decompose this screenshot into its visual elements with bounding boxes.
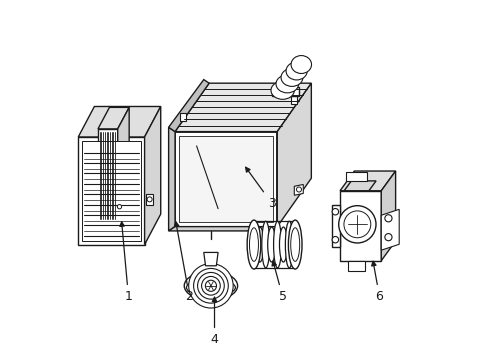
Polygon shape [147, 194, 153, 205]
Ellipse shape [291, 228, 300, 261]
Ellipse shape [247, 220, 261, 269]
Polygon shape [180, 113, 187, 121]
Circle shape [147, 197, 152, 202]
Ellipse shape [291, 227, 299, 262]
Polygon shape [98, 129, 118, 222]
Ellipse shape [291, 55, 312, 73]
Ellipse shape [281, 68, 303, 86]
Polygon shape [344, 181, 376, 191]
Ellipse shape [273, 221, 281, 268]
Polygon shape [175, 83, 311, 132]
Ellipse shape [276, 75, 298, 93]
Circle shape [197, 273, 224, 299]
Polygon shape [98, 107, 129, 129]
Polygon shape [346, 172, 367, 181]
Polygon shape [116, 202, 123, 211]
Polygon shape [78, 137, 145, 244]
Polygon shape [294, 184, 303, 195]
Polygon shape [332, 205, 340, 247]
Ellipse shape [187, 279, 235, 296]
Ellipse shape [289, 220, 302, 269]
Ellipse shape [249, 228, 258, 261]
Polygon shape [291, 96, 297, 104]
Polygon shape [277, 83, 311, 226]
Text: 3: 3 [245, 167, 276, 210]
Ellipse shape [271, 81, 294, 99]
Circle shape [117, 204, 122, 209]
Ellipse shape [286, 62, 307, 80]
Ellipse shape [285, 221, 293, 268]
Circle shape [385, 215, 392, 222]
Polygon shape [381, 171, 395, 261]
Polygon shape [118, 107, 129, 222]
Circle shape [344, 211, 371, 238]
Polygon shape [175, 132, 277, 226]
Circle shape [189, 264, 233, 308]
Polygon shape [272, 87, 299, 96]
Polygon shape [78, 107, 161, 137]
Polygon shape [204, 252, 218, 266]
Ellipse shape [256, 227, 264, 262]
Ellipse shape [250, 221, 258, 268]
Ellipse shape [279, 227, 287, 262]
Polygon shape [348, 261, 365, 271]
Ellipse shape [262, 221, 270, 268]
Circle shape [385, 234, 392, 241]
Ellipse shape [184, 271, 238, 300]
Polygon shape [82, 140, 141, 241]
Polygon shape [145, 107, 161, 244]
Ellipse shape [268, 227, 275, 262]
Polygon shape [169, 127, 175, 231]
Circle shape [332, 237, 339, 243]
Polygon shape [169, 80, 209, 132]
Polygon shape [340, 171, 395, 191]
Text: 4: 4 [211, 297, 219, 346]
Ellipse shape [192, 282, 230, 293]
Circle shape [339, 206, 376, 243]
Polygon shape [340, 191, 381, 261]
Circle shape [205, 280, 217, 291]
Circle shape [201, 276, 220, 295]
Text: 2: 2 [174, 222, 194, 303]
Text: 1: 1 [120, 222, 132, 303]
Polygon shape [381, 209, 399, 250]
Circle shape [296, 187, 301, 192]
Text: 6: 6 [371, 261, 383, 303]
Text: 5: 5 [272, 261, 287, 303]
Circle shape [194, 269, 228, 303]
Circle shape [332, 208, 339, 215]
Polygon shape [179, 136, 273, 222]
Polygon shape [169, 226, 282, 231]
